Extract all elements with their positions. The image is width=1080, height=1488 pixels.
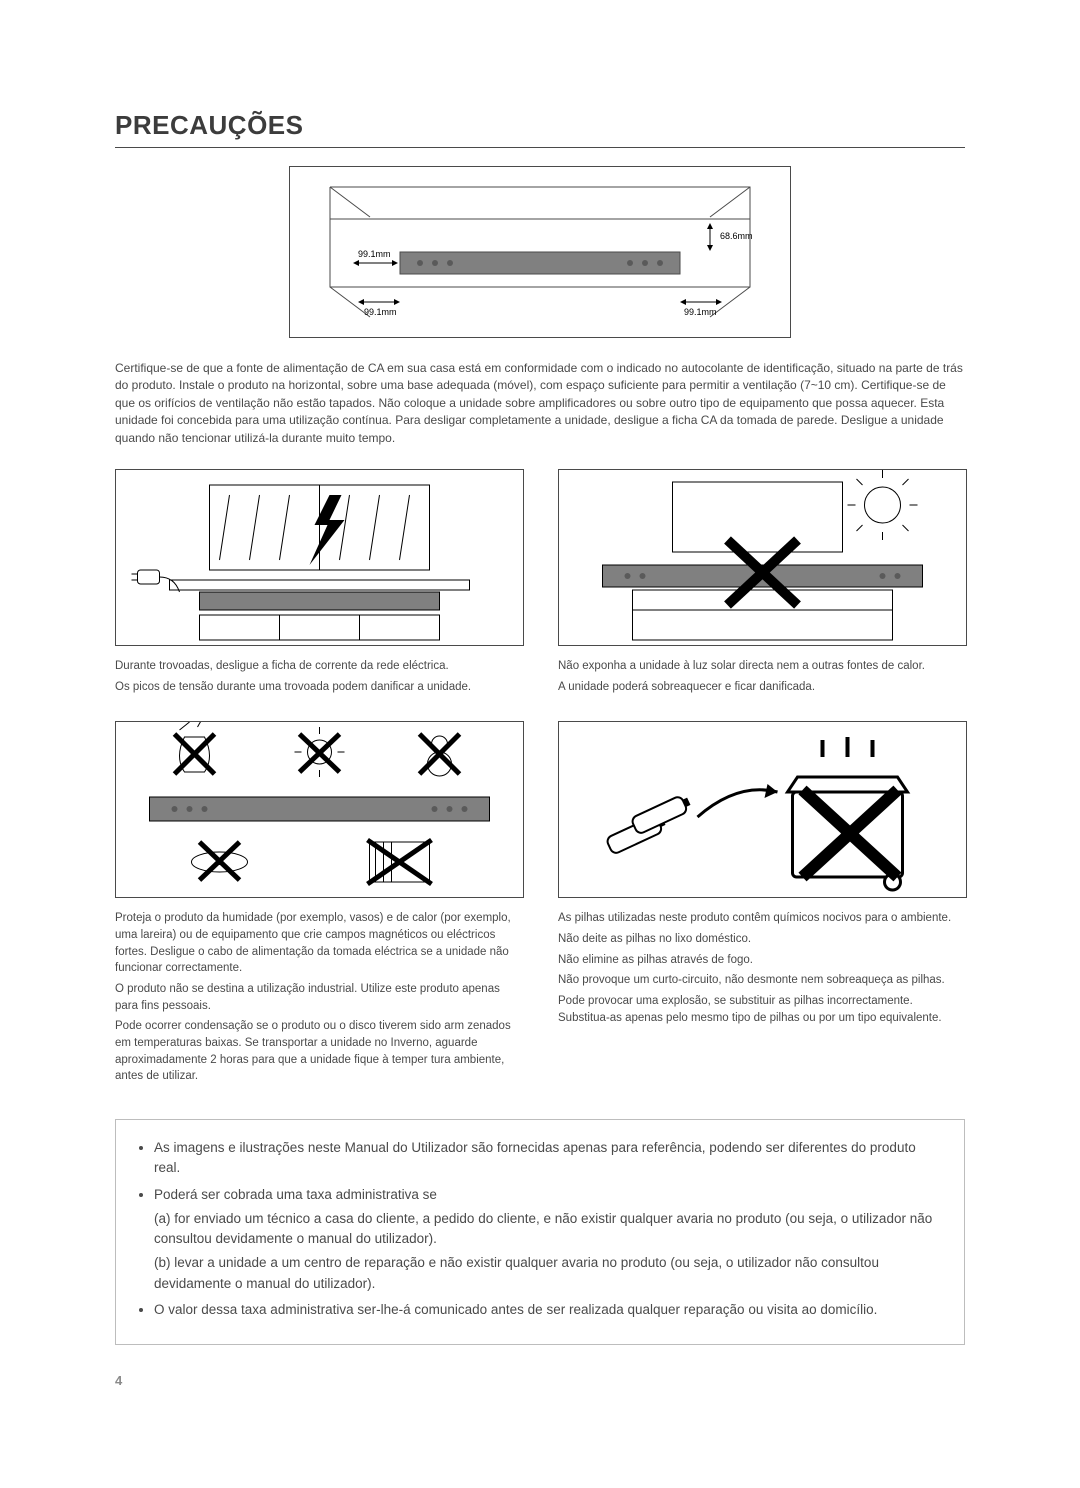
storm-caption-1: Durante trovoadas, desligue a ficha de c… [115, 658, 522, 675]
sunlight-illustration [558, 469, 967, 646]
precaution-sunlight: Não exponha a unidade à luz solar direct… [558, 469, 965, 699]
precaution-row-1: Durante trovoadas, desligue a ficha de c… [115, 469, 965, 699]
storm-illustration [115, 469, 524, 646]
sunlight-caption-2: A unidade poderá sobreaquecer e ficar da… [558, 679, 965, 696]
notice-box: As imagens e ilustrações neste Manual do… [115, 1119, 965, 1345]
batt-caption-2: Não deite as pilhas no lixo doméstico. [558, 931, 965, 948]
manual-page: PRECAUÇÕES [0, 0, 1080, 1448]
precaution-row-2: Proteja o produto da humidade (por exemp… [115, 721, 965, 1089]
notice-item-2b: (b) levar a unidade a um centro de repar… [154, 1253, 942, 1294]
dim-bl-label: 99.1mm [364, 307, 397, 317]
batt-caption-4: Não provoque um curto-circuito, não desm… [558, 972, 965, 989]
precaution-environment: Proteja o produto da humidade (por exemp… [115, 721, 522, 1089]
env-caption-2: O produto não se destina a utilização in… [115, 981, 522, 1014]
dim-top-label: 68.6mm [720, 231, 753, 241]
batt-caption-1: As pilhas utilizadas neste produto contê… [558, 910, 965, 927]
batteries-illustration [558, 721, 967, 898]
notice-item-1: As imagens e ilustrações neste Manual do… [154, 1138, 942, 1179]
batt-caption-3: Não elimine as pilhas através de fogo. [558, 952, 965, 969]
environment-illustration [115, 721, 524, 898]
notice-item-2: Poderá ser cobrada uma taxa administrati… [154, 1185, 942, 1294]
notice-item-2-title: Poderá ser cobrada uma taxa administrati… [154, 1187, 437, 1202]
page-number: 4 [115, 1373, 965, 1388]
dim-side-label: 99.1mm [358, 249, 391, 259]
env-caption-1: Proteja o produto da humidade (por exemp… [115, 910, 522, 977]
sunlight-caption-1: Não exponha a unidade à luz solar direct… [558, 658, 965, 675]
notice-item-2a: (a) for enviado um técnico a casa do cli… [154, 1209, 942, 1250]
storm-caption-2: Os picos de tensão durante uma trovoada … [115, 679, 522, 696]
precaution-storm: Durante trovoadas, desligue a ficha de c… [115, 469, 522, 699]
main-diagram-container: 68.6mm 99.1mm 99.1mm 99.1mm [115, 166, 965, 338]
page-title: PRECAUÇÕES [115, 110, 965, 141]
title-row: PRECAUÇÕES [115, 110, 965, 148]
clearance-diagram: 68.6mm 99.1mm 99.1mm 99.1mm [289, 166, 791, 338]
batt-caption-5: Pode provocar uma explosão, se substitui… [558, 993, 965, 1026]
precaution-batteries: As pilhas utilizadas neste produto contê… [558, 721, 965, 1089]
notice-item-3: O valor dessa taxa administrativa ser-lh… [154, 1300, 942, 1320]
dim-br-label: 99.1mm [684, 307, 717, 317]
env-caption-3: Pode ocorrer condensação se o produto ou… [115, 1018, 522, 1085]
intro-paragraph: Certifique-se de que a fonte de alimenta… [115, 360, 965, 447]
